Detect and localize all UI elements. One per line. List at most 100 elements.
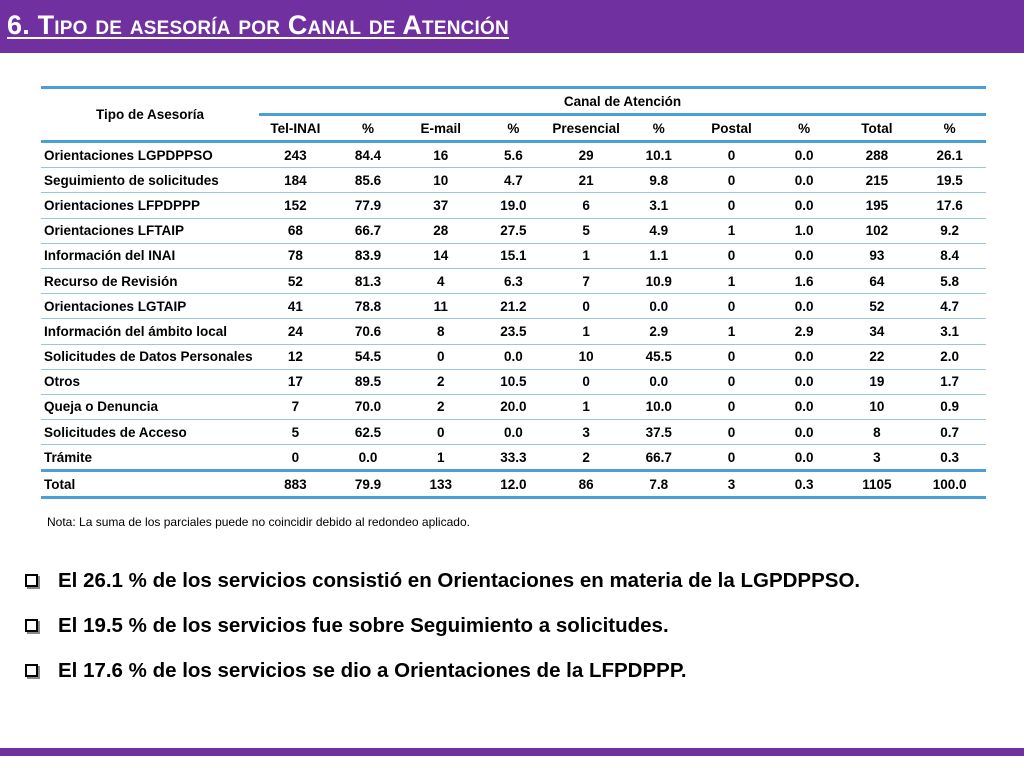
table-cell: 64 [840, 268, 914, 295]
table-cell: 78.8 [331, 293, 405, 320]
table-cell: 28 [404, 218, 478, 244]
table-cell: 184 [259, 167, 332, 194]
bullet-text: El 17.6 % de los servicios se dio a Orie… [58, 658, 687, 682]
table-body: Orientaciones LGPDPPSO 243 84.4 16 5.6 29 10.1… [41, 141, 986, 500]
table-cell: 0 [404, 419, 478, 446]
title-bar: 6. Tipo de asesoría por Canal de Atenció… [0, 0, 1024, 53]
row-label: Trámite [41, 444, 259, 472]
table-cell: 2 [404, 394, 478, 421]
table-row: Recurso de Revisión 52 81.3 4 6.3 7 10.9 1 1.6 64… [41, 268, 986, 295]
table-cell: 0 [695, 192, 768, 219]
table-cell: 10.0 [622, 394, 696, 421]
table-cell: 23.5 [477, 318, 550, 345]
table-cell: 24 [259, 318, 332, 345]
page-title: 6. Tipo de asesoría por Canal de Atenció… [7, 10, 509, 40]
table-cell: 10.1 [622, 141, 696, 169]
table-cell: 1 [549, 394, 623, 421]
table-cell: 8 [404, 318, 478, 345]
table-cell: 34 [840, 318, 914, 345]
table-cell: 0 [695, 293, 768, 320]
table-cell: 52 [840, 293, 914, 320]
checkbox-bullet-icon [25, 574, 38, 587]
table-cell: 5.8 [913, 268, 986, 295]
table-cell: 0.0 [767, 293, 841, 320]
data-table-container: Tipo de Asesoría Canal de Atención Tel-I… [41, 86, 986, 500]
bullet-item: El 19.5 % de los servicios fue sobre Seg… [20, 603, 1010, 648]
table-cell: 0.0 [767, 444, 841, 472]
table-cell: 10 [404, 167, 478, 194]
table-cell: 0.0 [477, 419, 550, 446]
table-cell: 41 [259, 293, 332, 320]
table-cell: 0.0 [767, 243, 841, 269]
table-cell: 1 [404, 444, 478, 472]
table-cell: 66.7 [331, 218, 405, 244]
table-cell: 62.5 [331, 419, 405, 446]
row-label: Información del INAI [41, 243, 259, 269]
row-label: Seguimiento de solicitudes [41, 167, 259, 194]
column-header: % [331, 113, 405, 143]
table-cell: 0.0 [767, 344, 841, 370]
table-cell: 0.7 [913, 419, 986, 446]
table-cell: 66.7 [622, 444, 696, 472]
table-cell: 3.1 [622, 192, 696, 219]
table-row: Información del INAI 78 83.9 14 15.1 1 1.1 0 0.0… [41, 243, 986, 269]
table-cell: 68 [259, 218, 332, 244]
table-cell: 9.2 [913, 218, 986, 244]
table-cell: 0.0 [477, 344, 550, 370]
table-cell: 1 [695, 218, 768, 244]
table-row: Información del ámbito local 24 70.6 8 23.5 1… [41, 318, 986, 345]
table-cell: 19 [840, 369, 914, 395]
total-cell: 1105 [840, 469, 914, 500]
bullet-text: El 26.1 % de los servicios consistió en … [58, 568, 861, 592]
footer-bar [0, 748, 1024, 756]
column-header: Presencial [549, 113, 623, 143]
table-cell: 0.3 [913, 444, 986, 472]
table-cell: 1 [549, 243, 623, 269]
table-cell: 12 [259, 344, 332, 370]
table-row: Orientaciones LFPDPPP 152 77.9 37 19.0 6 3.1 0 0… [41, 192, 986, 219]
row-label: Orientaciones LFPDPPP [41, 192, 259, 219]
table-row: Queja o Denuncia 7 70.0 2 20.0 1 10.0 0 0.0 10 0.9 [41, 394, 986, 421]
table-cell: 5 [549, 218, 623, 244]
table-cell: 19.5 [913, 167, 986, 194]
table-cell: 93 [840, 243, 914, 269]
table-cell: 2 [404, 369, 478, 395]
table-cell: 152 [259, 192, 332, 219]
table-cell: 17.6 [913, 192, 986, 219]
column-header: Tel-INAI [259, 113, 332, 143]
total-cell: 133 [404, 469, 478, 500]
table-cell: 0 [695, 369, 768, 395]
table-cell: 8.4 [913, 243, 986, 269]
table-row: Orientaciones LGPDPPSO 243 84.4 16 5.6 29 10.1… [41, 141, 986, 169]
table-cell: 2 [549, 444, 623, 472]
table-row: Solicitudes de Acceso 5 62.5 0 0.0 3 37.5 0 0.0 8… [41, 419, 986, 446]
total-row: Total 883 79.9 133 12.0 86 7.8 3 0.3 1105 100.0 [41, 469, 986, 500]
column-header: Total [840, 113, 914, 143]
table-cell: 7 [549, 268, 623, 295]
table-cell: 22 [840, 344, 914, 370]
table-cell: 243 [259, 141, 332, 169]
table-cell: 0 [695, 243, 768, 269]
table-cell: 0 [695, 394, 768, 421]
table-cell: 21.2 [477, 293, 550, 320]
table-cell: 0.0 [767, 167, 841, 194]
table-row: Orientaciones LGTAIP 41 78.8 11 21.2 0 0.0 0 0.0… [41, 293, 986, 320]
table-cell: 0 [259, 444, 332, 472]
table-cell: 0 [695, 419, 768, 446]
table-cell: 89.5 [331, 369, 405, 395]
row-label: Orientaciones LFTAIP [41, 218, 259, 244]
table-cell: 102 [840, 218, 914, 244]
column-header: Postal [695, 113, 768, 143]
bullet-list: El 26.1 % de los servicios consistió en … [20, 558, 1010, 693]
table-cell: 85.6 [331, 167, 405, 194]
table-cell: 15.1 [477, 243, 550, 269]
table-cell: 6.3 [477, 268, 550, 295]
row-label: Orientaciones LGTAIP [41, 293, 259, 320]
total-cell: 0.3 [767, 469, 841, 500]
table-cell: 54.5 [331, 344, 405, 370]
table-cell: 84.4 [331, 141, 405, 169]
table-cell: 0.0 [767, 394, 841, 421]
table-cell: 33.3 [477, 444, 550, 472]
table-cell: 215 [840, 167, 914, 194]
table-cell: 0 [549, 369, 623, 395]
